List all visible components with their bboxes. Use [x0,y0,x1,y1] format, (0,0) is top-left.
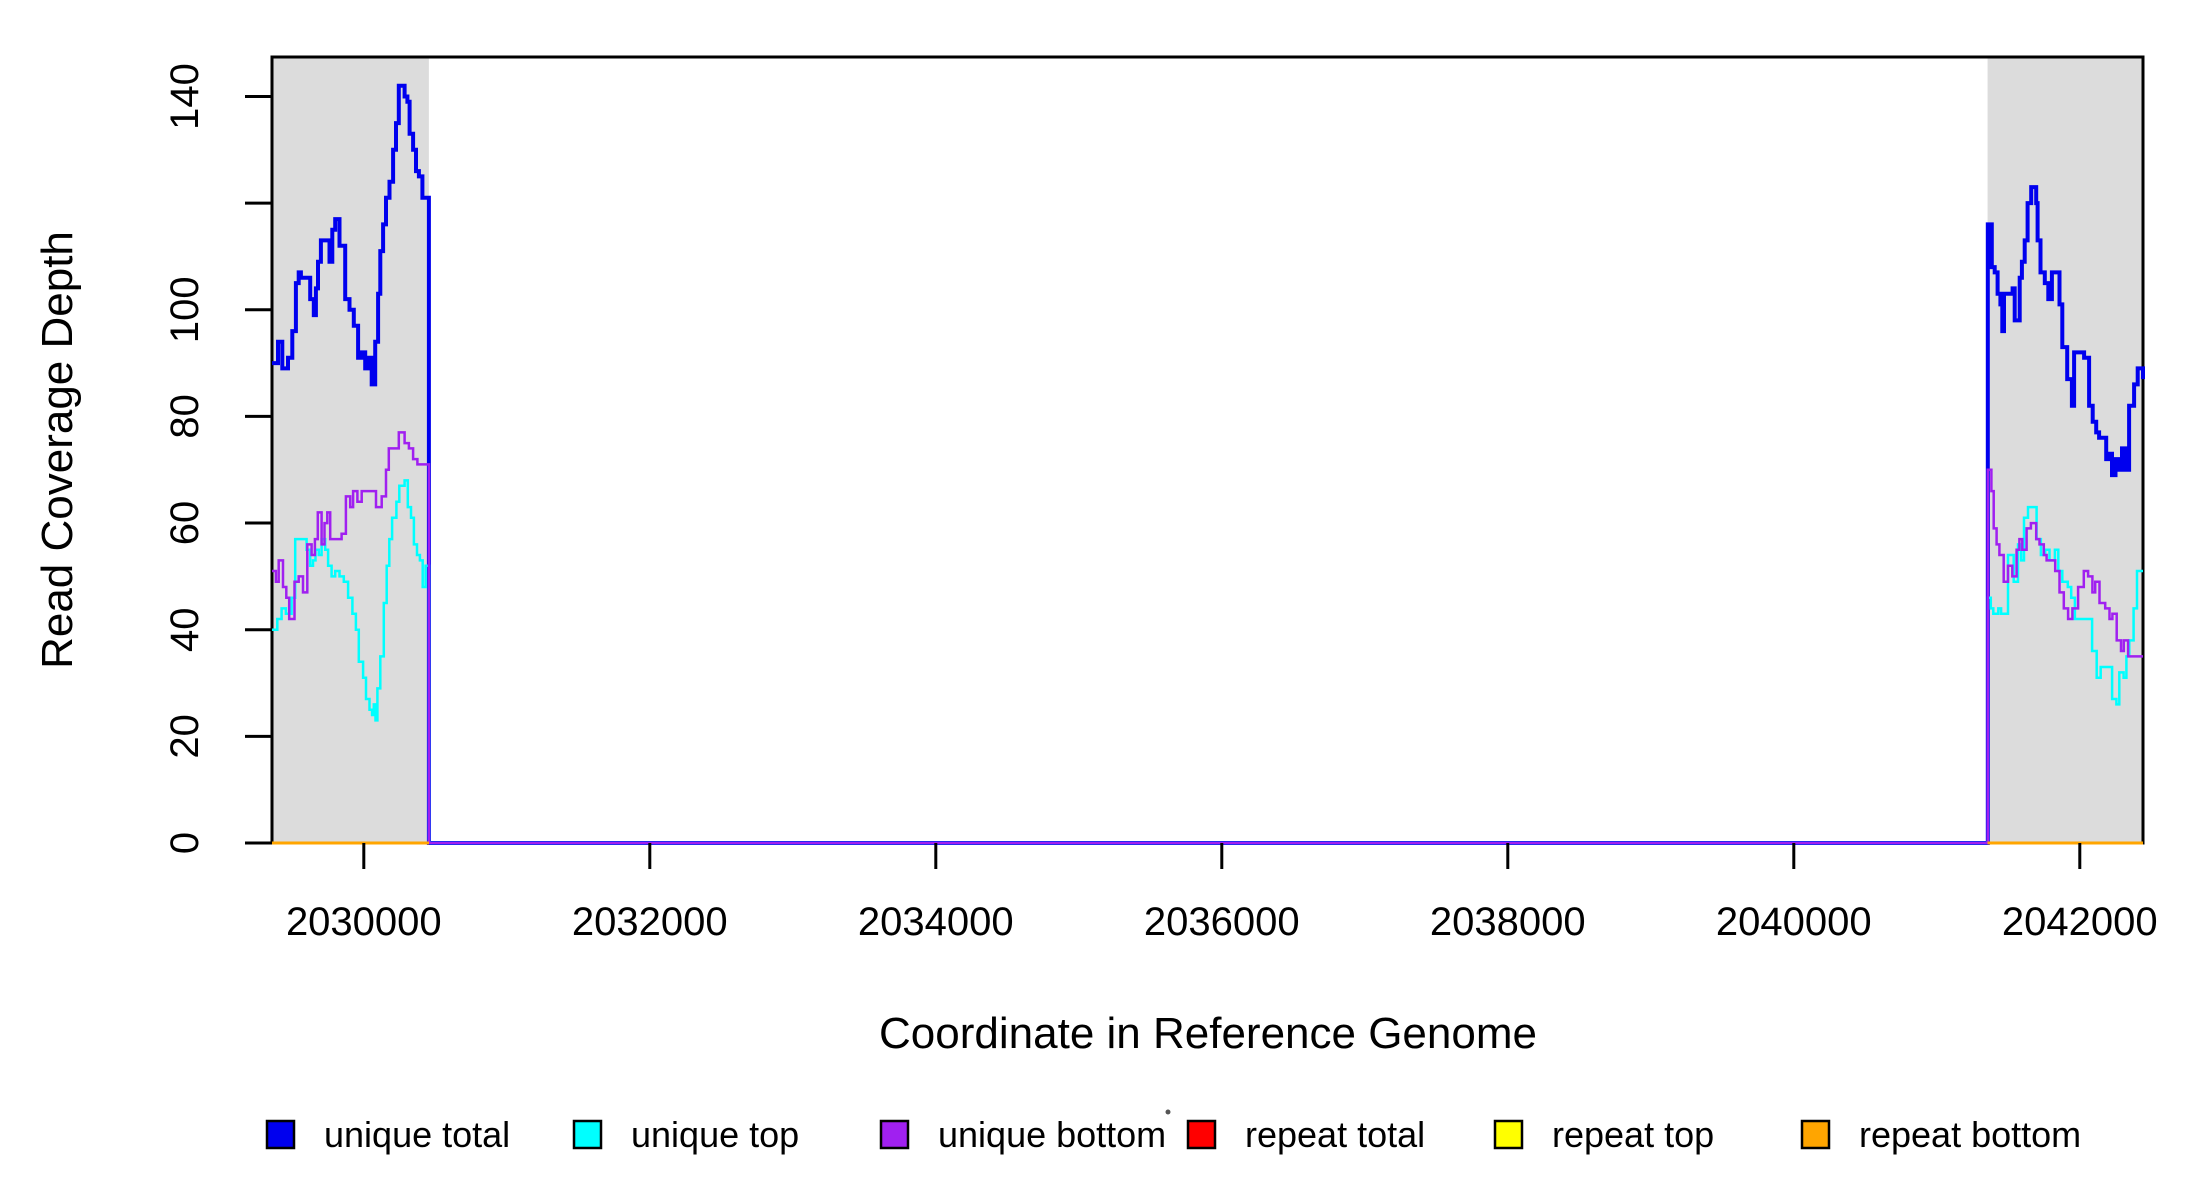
legend-item-repeat-bottom: repeat bottom [1800,1114,2081,1155]
legend-swatch-repeat-total [1186,1119,1217,1150]
series-unique-top [272,479,2143,845]
series-unique-total [272,83,2145,845]
legend-item-repeat-total: repeat total [1186,1114,1425,1155]
x-tick-label: 2038000 [1430,900,1586,944]
legend-item-repeat-top: repeat top [1493,1114,1714,1155]
y-axis-title: Read Coverage Depth [33,231,82,669]
legend-label: unique top [631,1114,799,1155]
right-repeat-region [1987,57,2143,843]
legend-swatch-unique-total [265,1119,296,1150]
legend-label: repeat bottom [1859,1114,2081,1155]
legend-swatch-unique-bottom [879,1119,910,1150]
legend-item-unique-bottom: unique bottom [879,1114,1166,1155]
y-tick-label: 0 [163,832,207,854]
legend-label: repeat top [1552,1114,1714,1155]
x-tick-label: 2042000 [2002,900,2158,944]
plot-frame [270,55,2145,845]
x-axis-title: Coordinate in Reference Genome [879,1009,1537,1058]
legend-label: unique bottom [938,1114,1166,1155]
y-tick-label: 140 [163,63,207,130]
legend-label: unique total [324,1114,510,1155]
y-tick-label: 20 [163,714,207,759]
series-lines [272,83,2145,845]
legend-swatch-repeat-top [1493,1119,1524,1150]
legend-label: repeat total [1245,1114,1425,1155]
legend: unique total unique top unique bottom repea… [265,1114,2081,1155]
axes: 2030000 2032000 2034000 2036000 2038000 20400… [163,63,2158,944]
plot-border [270,55,2145,845]
left-repeat-region [272,57,429,843]
x-tick-label: 2036000 [1144,900,1300,944]
y-tick-label: 100 [163,276,207,343]
x-tick-label: 2034000 [858,900,1014,944]
legend-item-unique-total: unique total [265,1114,510,1155]
shaded-regions [272,57,2143,843]
stray-dot [1165,1109,1171,1115]
y-tick-label: 60 [163,501,207,546]
x-tick-label: 2040000 [1716,900,1872,944]
y-tick-label: 40 [163,607,207,652]
legend-swatch-repeat-bottom [1800,1119,1831,1150]
legend-swatch-unique-top [572,1119,603,1150]
legend-item-unique-top: unique top [572,1114,799,1155]
series-unique-bottom [272,431,2143,845]
y-tick-label: 80 [163,394,207,439]
x-tick-label: 2030000 [286,900,442,944]
x-tick-label: 2032000 [572,900,728,944]
